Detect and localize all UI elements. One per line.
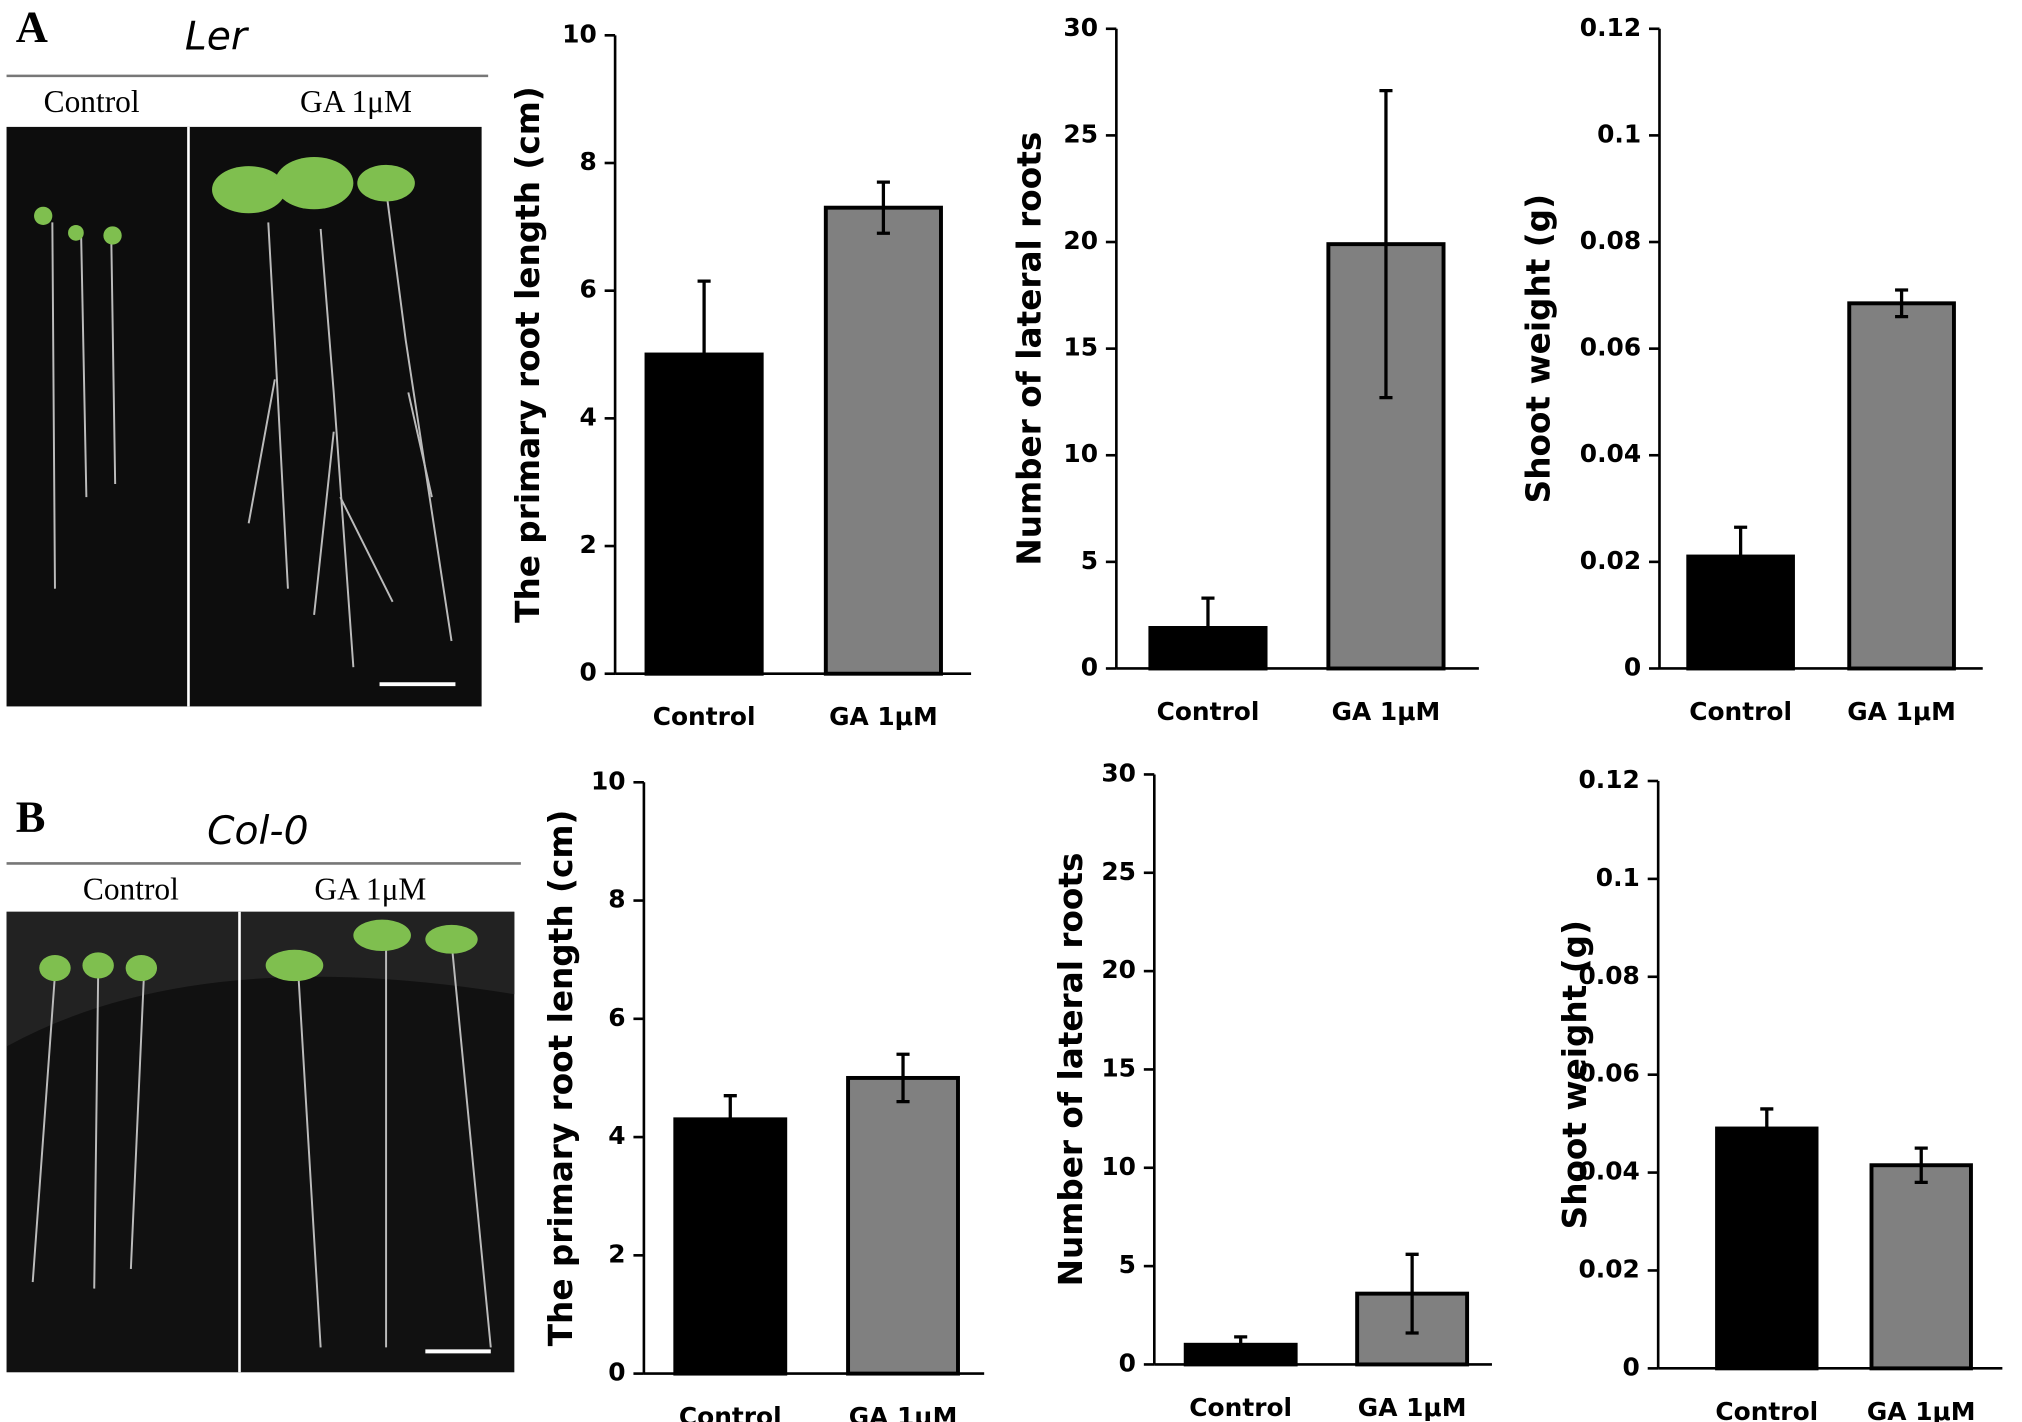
y-tick-label: 15 <box>1101 1053 1136 1082</box>
error-bar <box>723 1094 737 1145</box>
error-bar <box>1734 525 1748 588</box>
y-tick-label: 25 <box>1101 857 1136 886</box>
y-tick-label: 0 <box>1624 652 1641 681</box>
bar <box>823 205 943 676</box>
y-tick-label: 6 <box>579 275 596 304</box>
y-tick-label: 5 <box>1081 546 1098 575</box>
y-tick-label: 20 <box>1063 226 1098 255</box>
y-tick-label: 2 <box>608 1239 625 1268</box>
y-tick-label: 0.08 <box>1578 961 1639 990</box>
panel-letter: B <box>16 792 46 842</box>
x-tick-label: GA 1μM <box>1358 1393 1467 1422</box>
y-tick-label: 0 <box>608 1358 625 1387</box>
y-tick-label: 0 <box>1119 1348 1136 1377</box>
y-tick-label: 20 <box>1101 955 1136 984</box>
y-axis-label: Shoot weight (g) <box>1556 920 1594 1229</box>
photo <box>6 911 515 1373</box>
y-tick-label: 25 <box>1063 119 1098 148</box>
bar <box>1869 1163 1973 1371</box>
x-tick-label: GA 1μM <box>849 1402 958 1422</box>
photo-label: GA 1μM <box>314 871 426 906</box>
error-bar <box>1914 1146 1928 1184</box>
x-tick-label: GA 1μM <box>1332 697 1441 726</box>
y-tick-label: 0.06 <box>1578 1059 1639 1088</box>
y-tick-label: 0.08 <box>1580 226 1641 255</box>
genotype: Col-0 <box>207 809 308 854</box>
y-tick-label: 0.02 <box>1578 1254 1639 1283</box>
y-tick-label: 6 <box>608 1003 625 1032</box>
error-bar <box>896 1052 910 1104</box>
y-tick-label: 10 <box>591 766 626 795</box>
bar <box>1847 301 1956 671</box>
x-tick-label: Control <box>1157 697 1260 726</box>
y-tick-label: 4 <box>608 1121 625 1150</box>
error-bar <box>876 180 890 235</box>
y-axis-label: The primary root length (cm) <box>542 810 580 1347</box>
error-bar <box>1201 596 1215 660</box>
error-bar <box>1895 288 1909 319</box>
bar <box>673 1117 788 1376</box>
y-tick-label: 8 <box>579 147 596 176</box>
error-bar <box>1234 1335 1248 1355</box>
photo-label: Control <box>83 871 179 906</box>
x-tick-label: GA 1μM <box>1847 697 1956 726</box>
y-tick-label: 0.1 <box>1596 863 1640 892</box>
y-tick-label: 30 <box>1101 758 1136 787</box>
photo-label: Control <box>44 84 140 119</box>
bar <box>846 1075 960 1376</box>
photo <box>6 126 482 707</box>
y-tick-label: 4 <box>579 402 596 431</box>
y-tick-label: 0.12 <box>1580 13 1641 42</box>
x-tick-label: Control <box>1715 1397 1818 1422</box>
y-tick-label: 0.04 <box>1580 439 1641 468</box>
x-tick-label: Control <box>679 1402 782 1422</box>
photo-label: GA 1μM <box>300 84 412 119</box>
y-tick-label: 30 <box>1063 13 1098 42</box>
error-bar <box>1405 1252 1419 1335</box>
y-axis-label: Number of lateral roots <box>1052 853 1090 1287</box>
y-axis-label: Number of lateral roots <box>1010 132 1048 566</box>
error-bar <box>1760 1107 1774 1150</box>
x-tick-label: Control <box>1689 697 1792 726</box>
y-axis-label: Shoot weight (g) <box>1519 194 1557 503</box>
genotype: Ler <box>185 15 250 60</box>
y-tick-label: 10 <box>1063 439 1098 468</box>
y-tick-label: 0.02 <box>1580 546 1641 575</box>
y-tick-label: 0 <box>1081 652 1098 681</box>
y-tick-label: 10 <box>562 19 597 48</box>
y-tick-label: 0.1 <box>1597 119 1641 148</box>
x-tick-label: GA 1μM <box>1867 1397 1976 1422</box>
y-axis-label: The primary root length (cm) <box>509 86 547 623</box>
y-tick-label: 0.12 <box>1578 765 1639 794</box>
y-tick-label: 15 <box>1063 333 1098 362</box>
y-tick-label: 10 <box>1101 1152 1136 1181</box>
y-tick-label: 0 <box>579 658 596 687</box>
x-tick-label: Control <box>1189 1393 1292 1422</box>
y-tick-label: 2 <box>579 530 596 559</box>
y-tick-label: 0 <box>1623 1352 1640 1381</box>
bar <box>1715 1126 1819 1371</box>
x-tick-label: Control <box>653 702 756 731</box>
y-tick-label: 5 <box>1119 1250 1136 1279</box>
error-bar <box>1379 88 1393 400</box>
x-tick-label: GA 1μM <box>829 702 938 731</box>
y-tick-label: 8 <box>608 885 625 914</box>
y-tick-label: 0.06 <box>1580 333 1641 362</box>
error-bar <box>697 279 711 430</box>
panel-letter: A <box>16 2 48 52</box>
y-tick-label: 0.04 <box>1578 1157 1639 1186</box>
